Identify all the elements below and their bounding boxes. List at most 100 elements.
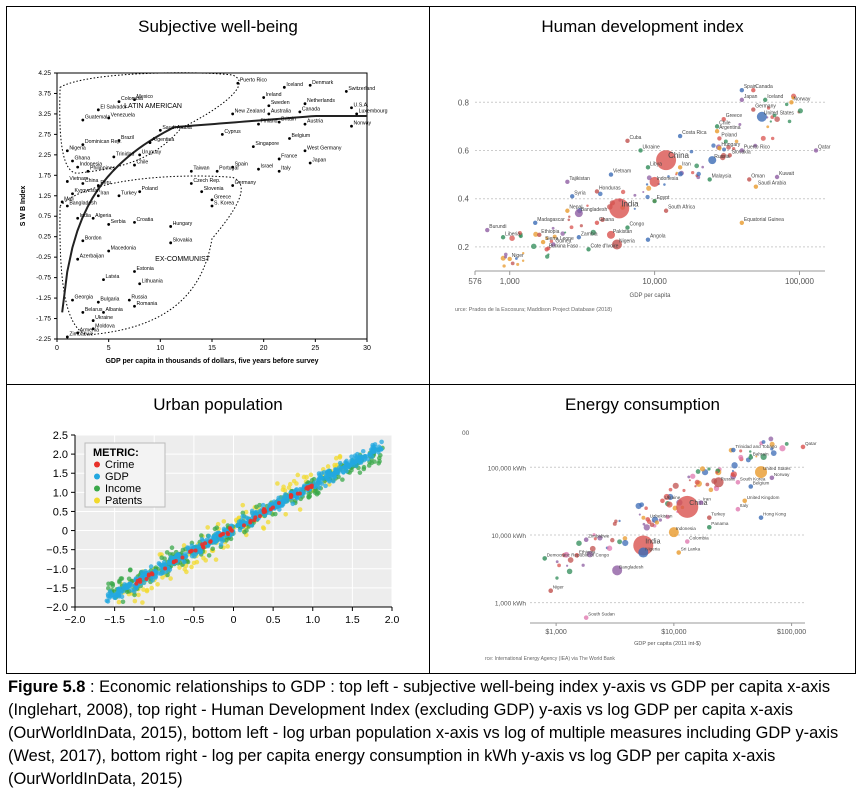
point-income — [366, 463, 372, 468]
point-label-niger: Niger — [553, 585, 564, 590]
bg-point — [581, 563, 585, 567]
point-italy — [735, 506, 741, 512]
point-income — [214, 525, 220, 531]
bg-point — [668, 487, 673, 492]
point-gdp — [283, 492, 288, 497]
bg-point — [622, 539, 629, 547]
point-georgia — [71, 298, 74, 302]
point-crime — [307, 484, 312, 489]
point-label-nigeria: Nigeria — [645, 547, 660, 552]
point-label-zambia: Zambia — [581, 231, 598, 237]
point-label-trinidad: Trinidad — [116, 151, 135, 157]
point-gdp — [116, 591, 122, 597]
panel-subjective-well-being: Subjective well-being 4.25 3.75 3.25 2.75 2.… — [7, 7, 430, 385]
point-patents — [261, 526, 267, 531]
bg-point — [618, 519, 621, 523]
bg-point — [730, 472, 735, 477]
bg-point — [644, 506, 648, 510]
bg-point — [784, 442, 789, 446]
bg-point — [769, 441, 775, 447]
point-gdp — [327, 478, 332, 483]
point-label-hong-kong: Hong Kong — [763, 512, 786, 517]
y-axis-label: S W B Index — [20, 186, 27, 227]
point-gdp — [372, 444, 377, 450]
point-patents — [308, 472, 314, 478]
x-tick-label: −0.5 — [184, 614, 205, 626]
bg-point — [705, 482, 710, 487]
y-tick-label: 3.75 — [38, 90, 51, 97]
point-russia — [127, 298, 131, 302]
y-tick-label: −0.5 — [46, 545, 68, 557]
bg-point — [597, 535, 603, 541]
point-label-south-africa: South Africa — [668, 205, 695, 211]
point-chile — [133, 163, 136, 167]
point-gdp — [206, 533, 212, 539]
point-label-india: India — [645, 538, 660, 545]
point-label-albania: Albania — [106, 307, 123, 313]
point-new-zealand — [231, 112, 235, 116]
point-label-moldova: Moldova — [95, 323, 115, 329]
point-hungary — [717, 145, 722, 151]
bg-point — [760, 453, 767, 461]
point-label-canada: Canada — [302, 106, 320, 112]
bg-point — [649, 522, 655, 528]
bg-point — [696, 171, 701, 177]
x-tick-label: 25 — [311, 345, 319, 352]
point-label-democratic-republic-of-congo: Democratic Republic of Congo — [547, 552, 610, 557]
point-gdp — [167, 561, 173, 566]
point-label-burundi: Burundi — [489, 224, 506, 230]
point-romania — [133, 304, 136, 308]
x-axis-label: GDP per capita (2011 int-$) — [634, 641, 701, 647]
point-label-bordon: Bordon — [85, 235, 102, 241]
point-label-qatar: Qatar — [805, 441, 817, 446]
point-label-liberia: Liberia — [505, 231, 520, 237]
point-label-sri-lanka: Sri Lanka — [681, 547, 701, 552]
point-crime — [262, 507, 267, 512]
bg-point — [766, 106, 771, 110]
point-label-kyrgyzstan: Kyrgyzstan — [75, 188, 101, 194]
y-tick-label: 0.75 — [38, 213, 51, 220]
point-patents — [337, 455, 343, 460]
point-label-bangladesh: Bangladesh — [619, 564, 644, 569]
bg-point — [787, 119, 792, 124]
point-label-mexico: Mexico — [137, 94, 154, 100]
figure-label: Figure 5.8 — [8, 678, 86, 696]
point-taiwan — [189, 169, 193, 173]
point-patents — [286, 485, 292, 490]
point-crime — [144, 576, 149, 581]
point-crime — [241, 523, 246, 528]
bg-point — [545, 254, 550, 259]
group-label-latin-american: LATIN AMERICAN — [124, 103, 182, 110]
point-china — [676, 495, 699, 518]
point-democratic-republic-of-congo — [542, 556, 548, 561]
point-label-madagascar: Madagascar — [537, 217, 565, 223]
point-zambia — [576, 235, 582, 240]
y-tick-label: 0.5 — [53, 506, 68, 518]
point-gdp — [244, 515, 249, 521]
point-u-s-a — [350, 106, 353, 110]
y-tick-label: -1.25 — [36, 295, 51, 302]
point-denmark — [308, 83, 312, 87]
point-switzerland — [344, 90, 348, 93]
point-slovakia — [169, 241, 173, 245]
point-united-states — [755, 466, 768, 479]
point-angola — [645, 237, 651, 242]
point-patents — [295, 472, 301, 478]
point-label-belarus: Belarus — [85, 307, 103, 313]
point-belgium — [748, 484, 754, 489]
point-label-panama: Panama — [711, 521, 729, 526]
point-gdp — [290, 501, 296, 507]
point-portugal — [215, 169, 219, 173]
point-bordon — [81, 239, 85, 243]
point-algeria — [91, 216, 95, 220]
point-gdp — [337, 468, 343, 473]
point-bulgaria — [96, 300, 100, 304]
figure-caption: Figure 5.8 : Economic relationships to G… — [8, 676, 853, 791]
point-gdp — [237, 522, 243, 527]
point-iran — [96, 194, 100, 198]
bg-point — [760, 135, 766, 141]
point-label-qatar: Qatar — [818, 144, 831, 150]
point-tajikistan — [565, 179, 570, 185]
top-label: 00 — [462, 430, 470, 437]
x-axis-label: GDP per capita in thousands of dollars, … — [105, 358, 318, 365]
